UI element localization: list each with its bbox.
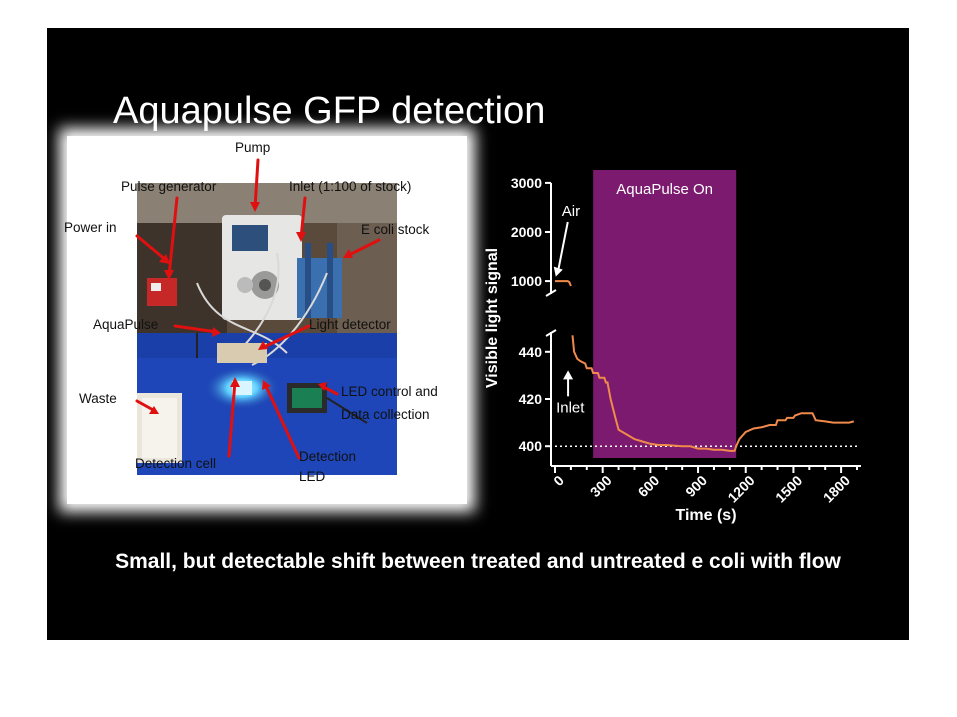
y-axis-label: Visible light signal	[484, 248, 501, 388]
label-detection: Detection	[299, 449, 357, 464]
label-led: LED	[299, 469, 326, 484]
label-inlet: Inlet (1:100 of stock)	[289, 179, 412, 194]
y-tick-label-lower: 400	[519, 438, 543, 454]
gfp-signal-chart: AquaPulse On 1000 2000 3000 400 420 440 0 300 600…	[484, 170, 861, 524]
x-tick-label: 1500	[772, 472, 805, 505]
series-line-lower	[571, 335, 855, 452]
annotation-air: Air	[562, 203, 580, 220]
slide: Aquapulse GFP detection	[47, 28, 909, 640]
label-data-collection: Data collection	[341, 407, 430, 422]
annotation-inlet: Inlet	[556, 399, 585, 416]
annotation-arrowhead-inlet	[563, 370, 574, 380]
label-power-in: Power in	[64, 220, 117, 235]
x-tick-label: 1800	[820, 472, 853, 505]
x-tick-label: 300	[587, 472, 615, 500]
label-led-control: LED control and	[341, 384, 438, 399]
label-pump: Pump	[235, 140, 271, 155]
slide-caption: Small, but detectable shift between trea…	[115, 550, 841, 573]
label-e-coli-stock: E coli stock	[361, 222, 430, 237]
x-tick-label: 0	[550, 472, 567, 489]
annotation-arrows	[135, 158, 381, 460]
y-tick-label-upper: 3000	[511, 175, 542, 191]
label-pulse-generator: Pulse generator	[121, 179, 217, 194]
label-aquapulse: AquaPulse	[93, 317, 159, 332]
y-tick-label-lower: 420	[519, 391, 543, 407]
y-tick-label-upper: 2000	[511, 224, 542, 240]
label-detection-cell: Detection cell	[135, 456, 217, 471]
annotation-arrow-air	[556, 221, 569, 273]
label-light-detector: Light detector	[309, 317, 391, 332]
x-tick-label: 600	[635, 472, 663, 500]
slide-title: Aquapulse GFP detection	[113, 90, 546, 132]
aquapulse-on-label: AquaPulse On	[616, 181, 713, 198]
x-axis-label: Time (s)	[675, 507, 736, 524]
annotation-arrowhead-air	[553, 266, 563, 277]
aquapulse-on-region	[593, 170, 737, 458]
axis-break-mark	[545, 289, 557, 297]
setup-photo	[137, 183, 397, 475]
label-waste: Waste	[79, 391, 117, 406]
photo-frame: Pump Pulse generator Inlet (1:100 of sto…	[64, 136, 467, 504]
x-tick-label: 900	[682, 472, 710, 500]
x-tick-label: 1200	[724, 472, 757, 505]
y-tick-label-upper: 1000	[511, 273, 542, 289]
y-tick-label-lower: 440	[519, 344, 543, 360]
series-line-upper	[555, 280, 572, 287]
